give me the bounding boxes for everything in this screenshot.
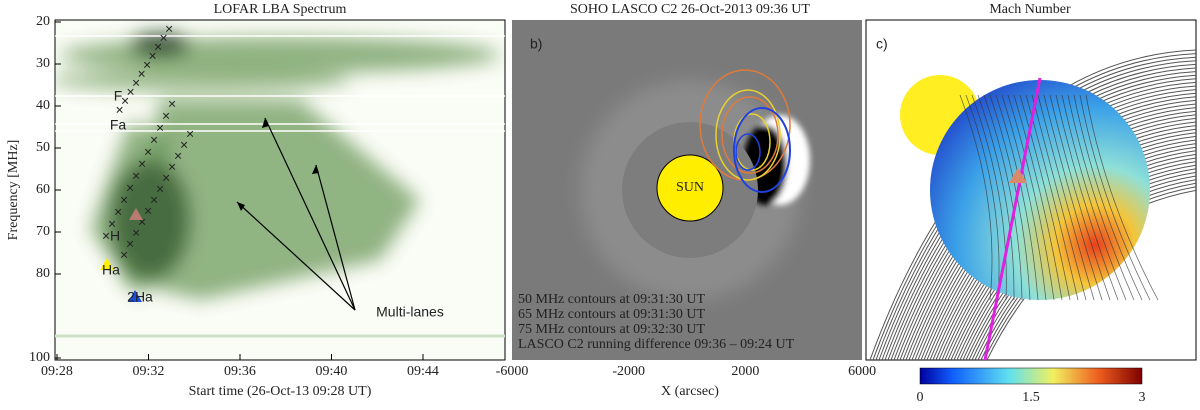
marker: × xyxy=(174,148,182,164)
x-tick-label: 2000 xyxy=(731,364,759,379)
colorbar-tick-label: 1.5 xyxy=(1022,390,1040,405)
y-tick-label: 40 xyxy=(36,98,50,113)
field-line xyxy=(977,94,1015,301)
x-tick-label: 09:44 xyxy=(407,364,439,379)
marker: × xyxy=(144,203,152,219)
marker: × xyxy=(116,102,124,118)
field-line xyxy=(971,94,1007,301)
marker: × xyxy=(114,204,122,220)
y-axis-label: Frequency [MHz] xyxy=(6,140,21,241)
marker: × xyxy=(156,120,164,136)
sun-label: SUN xyxy=(676,180,704,195)
field-line xyxy=(1007,94,1055,301)
marker: × xyxy=(132,168,140,184)
panel-tag: c) xyxy=(876,36,888,52)
panel-title: LOFAR LBA Spectrum xyxy=(214,2,347,17)
marker: × xyxy=(168,96,176,112)
field-line xyxy=(983,94,1023,301)
y-tick-label: 80 xyxy=(36,266,50,281)
marker: × xyxy=(160,30,168,46)
field-line xyxy=(1073,94,1143,301)
x-tick-label: -6000 xyxy=(496,364,529,379)
field-line xyxy=(1079,94,1151,301)
y-tick-label: 50 xyxy=(36,140,50,155)
field-line xyxy=(965,94,1000,301)
marker: × xyxy=(149,48,157,64)
field-line xyxy=(1085,94,1159,301)
field-line xyxy=(995,94,1039,301)
marker: × xyxy=(150,132,158,148)
marker: × xyxy=(154,39,162,55)
field-line xyxy=(1013,94,1063,301)
field-line xyxy=(1049,94,1111,301)
marker: × xyxy=(168,159,176,175)
annotation: F xyxy=(114,88,123,104)
field-line xyxy=(1043,94,1103,301)
annotation: 2Ha xyxy=(127,289,153,305)
x-tick-label: 09:32 xyxy=(133,364,165,379)
marker: × xyxy=(121,93,129,109)
marker: × xyxy=(108,216,116,232)
field-line xyxy=(1019,94,1071,301)
y-tick-label: 20 xyxy=(36,14,50,29)
x-tick-label: -2000 xyxy=(612,364,645,379)
y-tick-label: 60 xyxy=(36,182,50,197)
marker: × xyxy=(180,137,188,153)
field-line xyxy=(1031,94,1087,301)
field-line xyxy=(1067,94,1135,301)
x-axis-label: Start time (26-Oct-13 09:28 UT) xyxy=(189,384,372,399)
panel-title: Mach Number xyxy=(989,2,1071,17)
annotation: Multi-lanes xyxy=(376,304,444,320)
marker: × xyxy=(132,75,140,91)
x-tick-label: 09:28 xyxy=(41,364,73,379)
field-line xyxy=(1037,94,1095,301)
x-axis-label: X (arcsec) xyxy=(661,384,719,399)
marker: × xyxy=(144,144,152,160)
spectrum-panel: ×××××××××× ×××××××××××××××××××××××× xyxy=(54,19,506,361)
marker: × xyxy=(165,21,173,37)
annotation: H xyxy=(110,228,120,244)
y-tick-label: 100 xyxy=(29,350,50,365)
marker: × xyxy=(162,108,170,124)
field-line xyxy=(959,94,993,301)
annotation: Fa xyxy=(110,117,127,133)
marker: × xyxy=(127,84,135,100)
legend-entry: 65 MHz contours at 09:31:30 UT xyxy=(518,307,705,322)
marker: × xyxy=(126,180,134,196)
marker: × xyxy=(143,57,151,73)
x-tick-label: 6000 xyxy=(848,364,876,379)
marker: × xyxy=(138,214,146,230)
colorbar-tick-label: 0 xyxy=(917,390,924,405)
annotation: Ha xyxy=(102,262,120,278)
marker: × xyxy=(150,192,158,208)
lasco-panel xyxy=(512,20,862,360)
marker: × xyxy=(132,225,140,241)
x-tick-label: 09:36 xyxy=(224,364,256,379)
marker: × xyxy=(138,66,146,82)
marker: × xyxy=(162,170,170,186)
y-tick-label: 30 xyxy=(36,56,50,71)
marker: × xyxy=(186,126,194,142)
marker: × xyxy=(126,236,134,252)
panel-title: SOHO LASCO C2 26-Oct-2013 09:36 UT xyxy=(570,2,810,17)
panel-tag: b) xyxy=(530,36,542,52)
x-tick-label: 09:40 xyxy=(316,364,348,379)
legend-entry: 75 MHz contours at 09:32:30 UT xyxy=(518,322,705,337)
mach-panel xyxy=(865,19,1197,385)
colorbar-tick-label: 3 xyxy=(1139,390,1146,405)
marker: × xyxy=(156,181,164,197)
y-tick-label: 70 xyxy=(36,224,50,239)
marker: × xyxy=(120,247,128,263)
marker: × xyxy=(120,192,128,208)
field-line xyxy=(1001,94,1047,301)
marker: × xyxy=(138,156,146,172)
legend-entry: LASCO C2 running difference 09:36 – 09:2… xyxy=(518,337,795,352)
field-line xyxy=(1061,94,1127,301)
field-line xyxy=(1055,94,1119,301)
legend-entry: 50 MHz contours at 09:31:30 UT xyxy=(518,292,705,307)
marker: × xyxy=(102,228,110,244)
